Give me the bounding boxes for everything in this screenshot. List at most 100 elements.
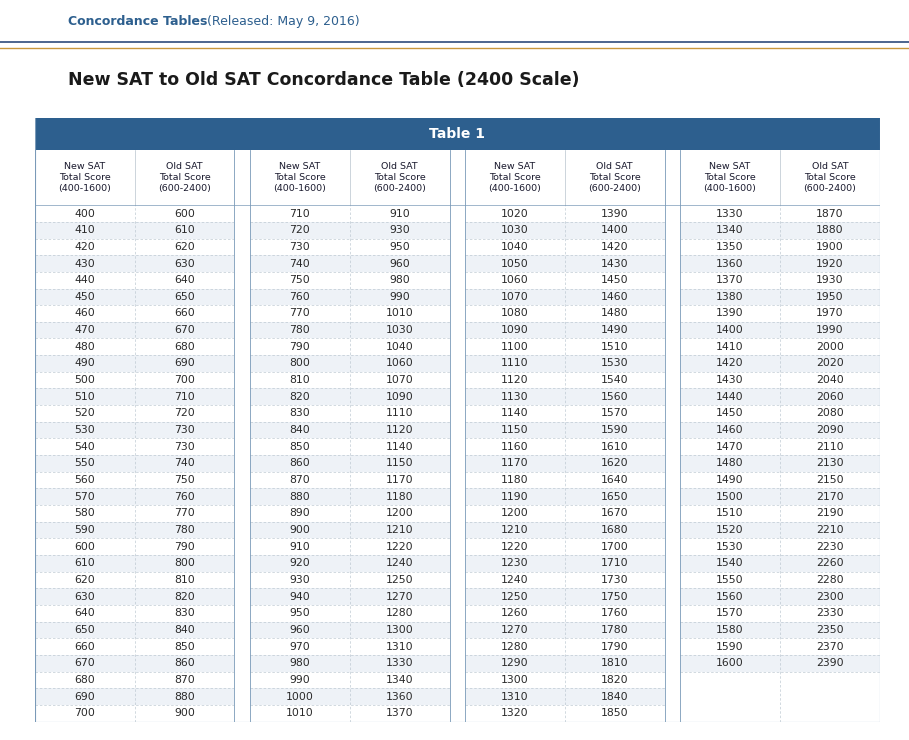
Bar (35, 522, 235, 538)
Text: 2060: 2060 (816, 391, 844, 402)
Text: 990: 990 (289, 675, 310, 684)
Text: 1090: 1090 (501, 325, 529, 335)
Bar (464, 289, 664, 305)
Text: 1340: 1340 (385, 675, 414, 684)
Text: 860: 860 (289, 458, 310, 468)
Text: 880: 880 (289, 491, 310, 502)
Text: 750: 750 (175, 475, 195, 485)
Text: 820: 820 (175, 591, 195, 602)
Text: 1200: 1200 (501, 508, 529, 518)
Text: 1140: 1140 (385, 442, 414, 451)
Text: 620: 620 (175, 242, 195, 252)
Text: 2280: 2280 (816, 575, 844, 585)
Text: 1130: 1130 (501, 391, 529, 402)
Text: 1250: 1250 (501, 591, 529, 602)
Bar (35, 222, 235, 238)
Text: 1270: 1270 (385, 591, 414, 602)
Bar (250, 588, 450, 605)
Text: 1090: 1090 (385, 391, 414, 402)
Text: 450: 450 (75, 292, 95, 302)
Text: 980: 980 (389, 275, 410, 285)
Bar (35, 622, 235, 638)
Bar (250, 355, 450, 371)
Text: 1340: 1340 (716, 225, 744, 235)
Text: 890: 890 (289, 508, 310, 518)
Text: 720: 720 (289, 225, 310, 235)
Text: 2090: 2090 (816, 425, 844, 435)
Text: 1260: 1260 (501, 608, 529, 618)
Text: 1220: 1220 (501, 542, 529, 551)
Bar (35, 355, 235, 371)
Text: 920: 920 (289, 558, 310, 568)
Text: 900: 900 (174, 708, 195, 719)
Text: 830: 830 (289, 408, 310, 418)
Text: 1400: 1400 (716, 325, 744, 335)
Text: 1250: 1250 (385, 575, 414, 585)
Text: 1430: 1430 (716, 375, 744, 385)
Bar (235, 149, 250, 722)
Bar (250, 289, 450, 305)
Text: 1110: 1110 (501, 358, 529, 369)
Text: 1070: 1070 (385, 375, 414, 385)
Text: 1500: 1500 (716, 491, 744, 502)
Text: 1350: 1350 (716, 242, 744, 252)
Bar (35, 488, 235, 505)
Bar (35, 388, 235, 405)
Text: 910: 910 (289, 542, 310, 551)
Bar (680, 455, 880, 471)
Text: 1240: 1240 (385, 558, 414, 568)
Bar (464, 322, 664, 338)
Text: 1990: 1990 (816, 325, 844, 335)
Bar (35, 149, 880, 205)
Text: 1430: 1430 (601, 258, 629, 269)
Text: 1560: 1560 (716, 591, 744, 602)
Bar (680, 422, 880, 438)
Text: 1520: 1520 (716, 525, 744, 535)
Text: 1040: 1040 (385, 342, 414, 351)
Bar (464, 588, 664, 605)
Text: 790: 790 (289, 342, 310, 351)
Text: 2260: 2260 (816, 558, 844, 568)
Text: 700: 700 (174, 375, 195, 385)
Bar (680, 555, 880, 571)
Text: 1490: 1490 (601, 325, 629, 335)
Bar (250, 322, 450, 338)
Bar (464, 455, 664, 471)
Bar (464, 355, 664, 371)
Text: 980: 980 (289, 658, 310, 668)
Bar (450, 149, 464, 722)
Text: 1180: 1180 (385, 491, 414, 502)
Text: 660: 660 (175, 309, 195, 318)
Text: 800: 800 (289, 358, 310, 369)
Bar (250, 455, 450, 471)
Text: 2020: 2020 (816, 358, 844, 369)
Text: 1450: 1450 (601, 275, 629, 285)
Text: Concordance Tables: Concordance Tables (68, 15, 207, 27)
Text: 1290: 1290 (501, 658, 529, 668)
Text: 940: 940 (289, 591, 310, 602)
Text: 640: 640 (75, 608, 95, 618)
Text: 460: 460 (75, 309, 95, 318)
Text: 730: 730 (175, 425, 195, 435)
Text: 1620: 1620 (601, 458, 629, 468)
Text: 560: 560 (75, 475, 95, 485)
Bar (680, 488, 880, 505)
Text: 740: 740 (175, 458, 195, 468)
Text: 1450: 1450 (716, 408, 744, 418)
Bar (464, 522, 664, 538)
Text: 1440: 1440 (716, 391, 744, 402)
Bar (464, 688, 664, 704)
Text: 1180: 1180 (501, 475, 529, 485)
Text: 470: 470 (75, 325, 95, 335)
Text: 530: 530 (75, 425, 95, 435)
Text: 760: 760 (289, 292, 310, 302)
Text: 1010: 1010 (285, 708, 314, 719)
Text: 480: 480 (75, 342, 95, 351)
Text: 1370: 1370 (385, 708, 414, 719)
Text: 1530: 1530 (716, 542, 744, 551)
Bar (464, 222, 664, 238)
Text: 1840: 1840 (601, 691, 629, 702)
Bar (680, 355, 880, 371)
Text: 2000: 2000 (816, 342, 844, 351)
Text: 1060: 1060 (385, 358, 414, 369)
